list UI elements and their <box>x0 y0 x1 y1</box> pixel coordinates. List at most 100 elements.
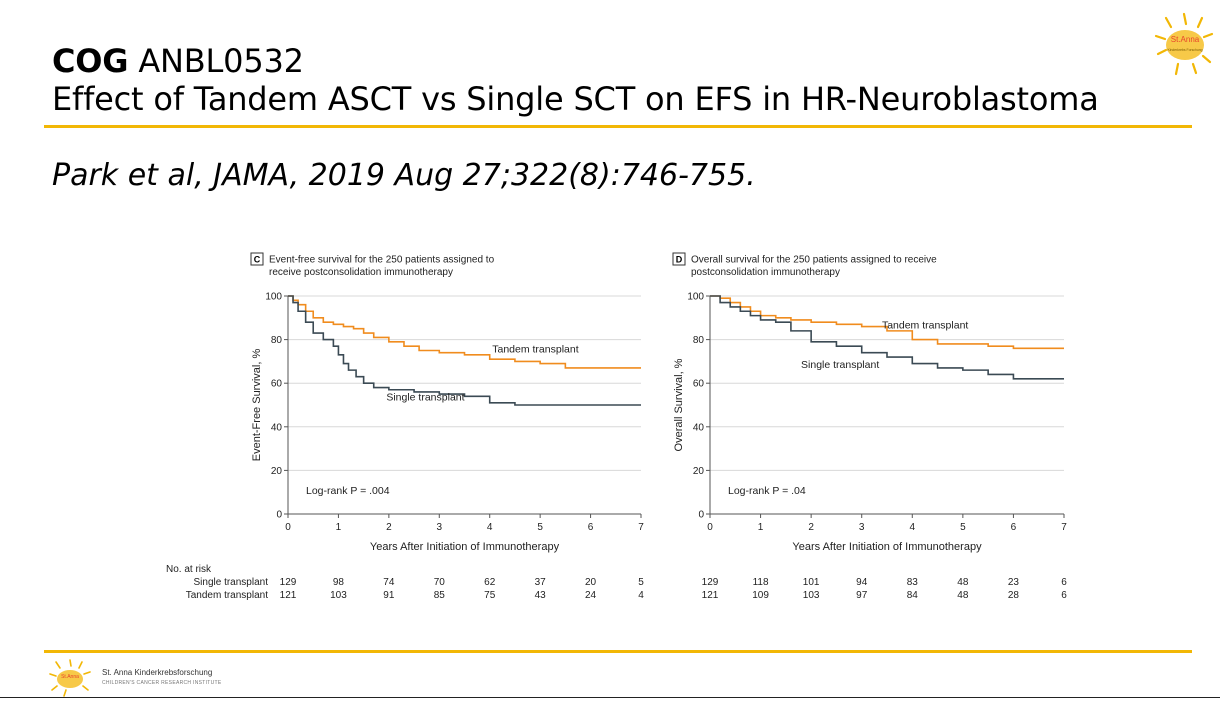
y-tick-label: 40 <box>271 422 283 433</box>
at-risk-value: 118 <box>753 577 769 588</box>
x-axis-label: Years After Initiation of Immunotherapy <box>370 541 560 553</box>
at-risk-value: 97 <box>856 590 868 601</box>
chart-title-line-1: Overall survival for the 250 patients as… <box>691 255 937 266</box>
at-risk-value: 121 <box>702 590 719 601</box>
series-label: Tandem transplant <box>492 344 578 356</box>
y-tick-label: 80 <box>271 335 283 346</box>
x-tick-label: 7 <box>638 522 644 533</box>
series-line-single-transplant <box>710 295 1064 380</box>
at-risk-value: 83 <box>907 577 919 588</box>
at-risk-value: 98 <box>333 577 345 588</box>
log-rank-annotation: Log-rank P = .04 <box>728 485 806 497</box>
at-risk-value: 91 <box>383 590 395 601</box>
x-axis-label: Years After Initiation of Immunotherapy <box>792 541 982 553</box>
panel-letter: D <box>676 255 683 265</box>
series-line-tandem-transplant <box>288 295 641 369</box>
st-anna-logo-icon: St.Anna Kinderkrebs Forschung <box>1154 12 1214 76</box>
at-risk-value: 6 <box>1061 577 1067 588</box>
x-tick-label: 6 <box>588 522 594 533</box>
y-tick-label: 60 <box>693 379 705 390</box>
at-risk-value: 103 <box>803 590 820 601</box>
y-tick-label: 80 <box>693 335 705 346</box>
panel-letter-box <box>250 252 264 266</box>
at-risk-value: 75 <box>484 590 496 601</box>
series-label: Single transplant <box>801 359 879 371</box>
title-divider <box>44 125 1192 128</box>
y-axis-label: Overall Survival, % <box>673 358 685 451</box>
series-label: Single transplant <box>386 392 464 404</box>
y-axis-label: Event-Free Survival, % <box>251 349 263 462</box>
at-risk-value: 129 <box>280 577 297 588</box>
logo-subtext: Kinderkrebs Forschung <box>1167 48 1202 52</box>
x-tick-label: 0 <box>707 522 713 533</box>
at-risk-value: 129 <box>702 577 719 588</box>
x-tick-label: 6 <box>1011 522 1017 533</box>
y-tick-label: 20 <box>271 466 283 477</box>
title-line-2: Effect of Tandem ASCT vs Single SCT on E… <box>52 80 1099 118</box>
at-risk-value: 5 <box>638 577 644 588</box>
footer-logo-text: St.Anna <box>61 674 79 680</box>
y-tick-label: 40 <box>693 422 705 433</box>
at-risk-value: 74 <box>383 577 395 588</box>
logo-text: St.Anna <box>1171 35 1200 44</box>
at-risk-row-label: Tandem transplant <box>186 590 268 601</box>
x-tick-label: 2 <box>386 522 392 533</box>
x-tick-label: 1 <box>336 522 342 533</box>
at-risk-value: 62 <box>484 577 496 588</box>
title-line-1: COG ANBL0532 <box>52 42 1099 80</box>
at-risk-header: No. at risk <box>166 564 212 575</box>
panel-letter: C <box>254 255 261 265</box>
series-line-tandem-transplant <box>710 295 1064 350</box>
panel-letter-box <box>672 252 686 266</box>
x-tick-label: 1 <box>758 522 764 533</box>
x-tick-label: 0 <box>285 522 291 533</box>
y-tick-label: 20 <box>693 466 705 477</box>
y-tick-label: 100 <box>265 292 282 303</box>
y-tick-label: 60 <box>271 379 283 390</box>
at-risk-value: 24 <box>585 590 597 601</box>
at-risk-value: 101 <box>803 577 820 588</box>
y-tick-label: 0 <box>698 510 704 521</box>
at-risk-value: 85 <box>434 590 446 601</box>
at-risk-value: 109 <box>752 590 769 601</box>
at-risk-value: 48 <box>957 577 969 588</box>
at-risk-value: 84 <box>907 590 919 601</box>
y-tick-label: 100 <box>687 292 704 303</box>
bottom-border <box>0 697 1220 698</box>
footer-logo-icon: St.Anna <box>49 659 91 697</box>
at-risk-value: 121 <box>280 590 297 601</box>
title-rest: ANBL0532 <box>138 42 304 80</box>
at-risk-value: 23 <box>1008 577 1020 588</box>
title-bold: COG <box>52 42 129 80</box>
citation: Park et al, JAMA, 2019 Aug 27;322(8):746… <box>52 158 756 193</box>
footer-name: St. Anna Kinderkrebsforschung <box>102 668 213 677</box>
x-tick-label: 3 <box>437 522 443 533</box>
x-tick-label: 4 <box>910 522 916 533</box>
at-risk-value: 37 <box>535 577 547 588</box>
x-tick-label: 5 <box>537 522 543 533</box>
log-rank-annotation: Log-rank P = .004 <box>306 485 390 497</box>
chart-title-line-2: postconsolidation immunotherapy <box>691 267 840 278</box>
at-risk-value: 48 <box>957 590 969 601</box>
at-risk-value: 28 <box>1008 590 1020 601</box>
at-risk-value: 20 <box>585 577 597 588</box>
at-risk-value: 4 <box>638 590 644 601</box>
at-risk-row-label: Single transplant <box>194 577 269 588</box>
at-risk-value: 43 <box>535 590 547 601</box>
x-tick-label: 5 <box>960 522 966 533</box>
chart-title-line-2: receive postconsolidation immunotherapy <box>269 267 453 278</box>
series-label: Tandem transplant <box>882 320 968 332</box>
at-risk-value: 94 <box>856 577 868 588</box>
series-line-single-transplant <box>288 295 641 406</box>
at-risk-value: 103 <box>330 590 347 601</box>
chart-title-line-1: Event-free survival for the 250 patients… <box>269 255 495 266</box>
x-tick-label: 4 <box>487 522 493 533</box>
x-tick-label: 2 <box>808 522 814 533</box>
slide-title: COG ANBL0532 Effect of Tandem ASCT vs Si… <box>52 42 1099 118</box>
at-risk-value: 70 <box>434 577 446 588</box>
at-risk-value: 6 <box>1061 590 1067 601</box>
x-tick-label: 7 <box>1061 522 1067 533</box>
footer-divider <box>44 650 1192 653</box>
x-tick-label: 3 <box>859 522 865 533</box>
